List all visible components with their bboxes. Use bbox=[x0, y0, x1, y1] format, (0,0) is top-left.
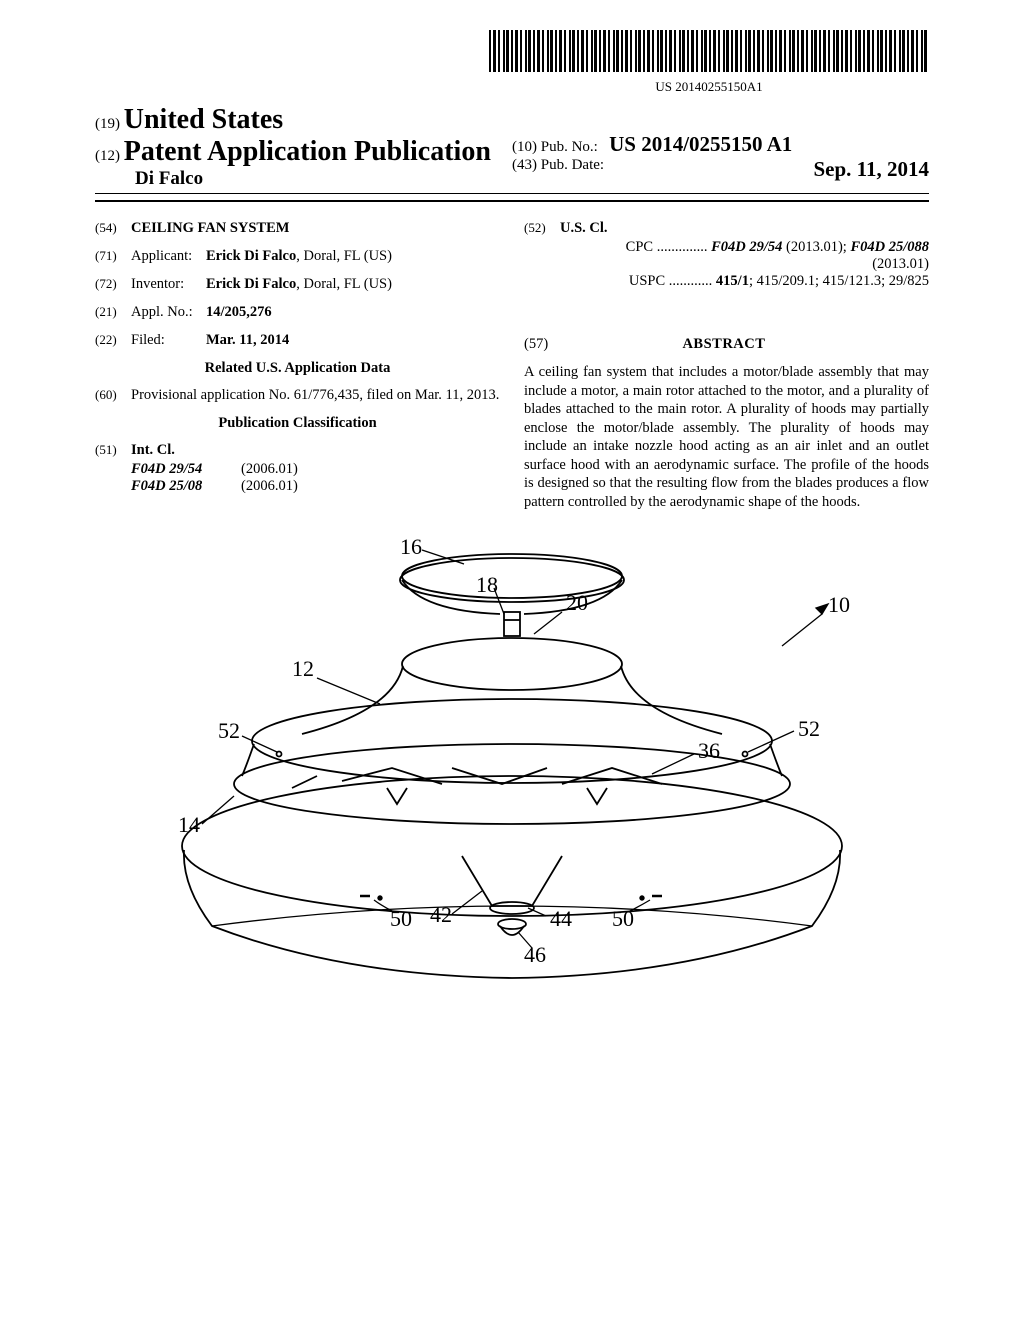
ref-12: 12 bbox=[292, 656, 314, 681]
ref-10: 10 bbox=[828, 592, 850, 617]
filing-date: Mar. 11, 2014 bbox=[206, 332, 289, 349]
publication-number: US 2014/0255150 A1 bbox=[609, 132, 792, 156]
inid-pubdate: (43) bbox=[512, 157, 537, 173]
divider-thick bbox=[95, 200, 929, 202]
related-heading: Related U.S. Application Data bbox=[95, 360, 500, 377]
ref-16: 16 bbox=[400, 536, 422, 559]
ref-46: 46 bbox=[524, 942, 546, 967]
intcl-version: (2006.01) bbox=[241, 478, 298, 495]
country-name: United States bbox=[124, 104, 283, 135]
intcl-version: (2006.01) bbox=[241, 461, 298, 478]
invention-title: CEILING FAN SYSTEM bbox=[131, 220, 289, 237]
inid-abstract: (57) bbox=[524, 336, 548, 352]
publication-type: Patent Application Publication bbox=[124, 136, 491, 167]
ref-52l: 52 bbox=[218, 718, 240, 743]
inid-inventor: (72) bbox=[95, 276, 131, 292]
ref-14: 14 bbox=[178, 812, 200, 837]
ref-50r: 50 bbox=[612, 906, 634, 931]
ref-44: 44 bbox=[550, 906, 572, 931]
applicant-location: , Doral, FL (US) bbox=[296, 248, 392, 264]
filed-label: Filed: bbox=[131, 332, 206, 349]
ref-42: 42 bbox=[430, 902, 452, 927]
classification-heading: Publication Classification bbox=[95, 415, 500, 432]
ref-50l: 50 bbox=[390, 906, 412, 931]
uspc-codes: ; 415/209.1; 415/121.3; 29/825 bbox=[749, 273, 929, 289]
fan-drawing: 16 18 20 10 12 52 52 36 14 42 44 46 50 5… bbox=[142, 536, 882, 996]
barcode bbox=[489, 30, 929, 72]
inid-uscl: (52) bbox=[524, 220, 560, 236]
divider bbox=[95, 193, 929, 194]
abstract-heading: ABSTRACT bbox=[552, 336, 896, 353]
applno-label: Appl. No.: bbox=[131, 304, 206, 321]
applicant-name: Erick Di Falco bbox=[206, 248, 296, 264]
inventor-surname: Di Falco bbox=[135, 168, 512, 190]
inventor-name: Erick Di Falco bbox=[206, 276, 296, 292]
uspc-label: USPC bbox=[629, 273, 665, 289]
inventor-label: Inventor: bbox=[131, 276, 206, 293]
dots: ............ bbox=[669, 273, 716, 289]
applicant-label: Applicant: bbox=[131, 248, 206, 265]
abstract-text: A ceiling fan system that includes a mot… bbox=[524, 363, 929, 511]
publication-date: Sep. 11, 2014 bbox=[813, 157, 929, 182]
header: (19) United States (12) Patent Applicati… bbox=[95, 104, 929, 190]
bibliographic-data: (54) CEILING FAN SYSTEM (71) Applicant: … bbox=[95, 220, 929, 511]
pubdate-label: Pub. Date: bbox=[541, 157, 604, 173]
application-number: 14/205,276 bbox=[206, 304, 272, 321]
cpc-code: F04D 29/54 bbox=[711, 239, 782, 255]
ref-36: 36 bbox=[698, 738, 720, 763]
inid-applno: (21) bbox=[95, 304, 131, 320]
barcode-area: US 20140255150A1 bbox=[95, 30, 929, 96]
cpc-version: (2013.01) bbox=[872, 256, 929, 272]
inid-country: (19) bbox=[95, 116, 120, 132]
inventor-location: , Doral, FL (US) bbox=[296, 276, 392, 292]
intcl-label: Int. Cl. bbox=[131, 442, 175, 459]
ref-52r: 52 bbox=[798, 716, 820, 741]
cpc-label: CPC bbox=[626, 239, 653, 255]
inid-intcl: (51) bbox=[95, 442, 131, 458]
bib-left-column: (54) CEILING FAN SYSTEM (71) Applicant: … bbox=[95, 220, 500, 511]
inid-provisional: (60) bbox=[95, 387, 131, 403]
patent-figure: 16 18 20 10 12 52 52 36 14 42 44 46 50 5… bbox=[95, 536, 929, 1001]
cpc-code: F04D 25/088 bbox=[850, 239, 929, 255]
provisional-text: Provisional application No. 61/776,435, … bbox=[131, 387, 499, 404]
intcl-code: F04D 25/08 bbox=[131, 478, 241, 495]
inid-pubtype: (12) bbox=[95, 148, 120, 164]
pubno-label: Pub. No.: bbox=[541, 139, 598, 155]
ref-20: 20 bbox=[566, 590, 588, 615]
uspc-code: 415/1 bbox=[716, 273, 749, 289]
inid-applicant: (71) bbox=[95, 248, 131, 264]
dots: .............. bbox=[657, 239, 711, 255]
uscl-label: U.S. Cl. bbox=[560, 220, 608, 237]
inid-title: (54) bbox=[95, 220, 131, 236]
cpc-version: (2013.01); bbox=[782, 239, 850, 255]
inid-filed: (22) bbox=[95, 332, 131, 348]
ref-18: 18 bbox=[476, 572, 498, 597]
intcl-code: F04D 29/54 bbox=[131, 461, 241, 478]
barcode-text: US 20140255150A1 bbox=[489, 79, 929, 95]
inid-pubno: (10) bbox=[512, 139, 537, 155]
bib-right-column: (52) U.S. Cl. CPC .............. F04D 29… bbox=[524, 220, 929, 511]
